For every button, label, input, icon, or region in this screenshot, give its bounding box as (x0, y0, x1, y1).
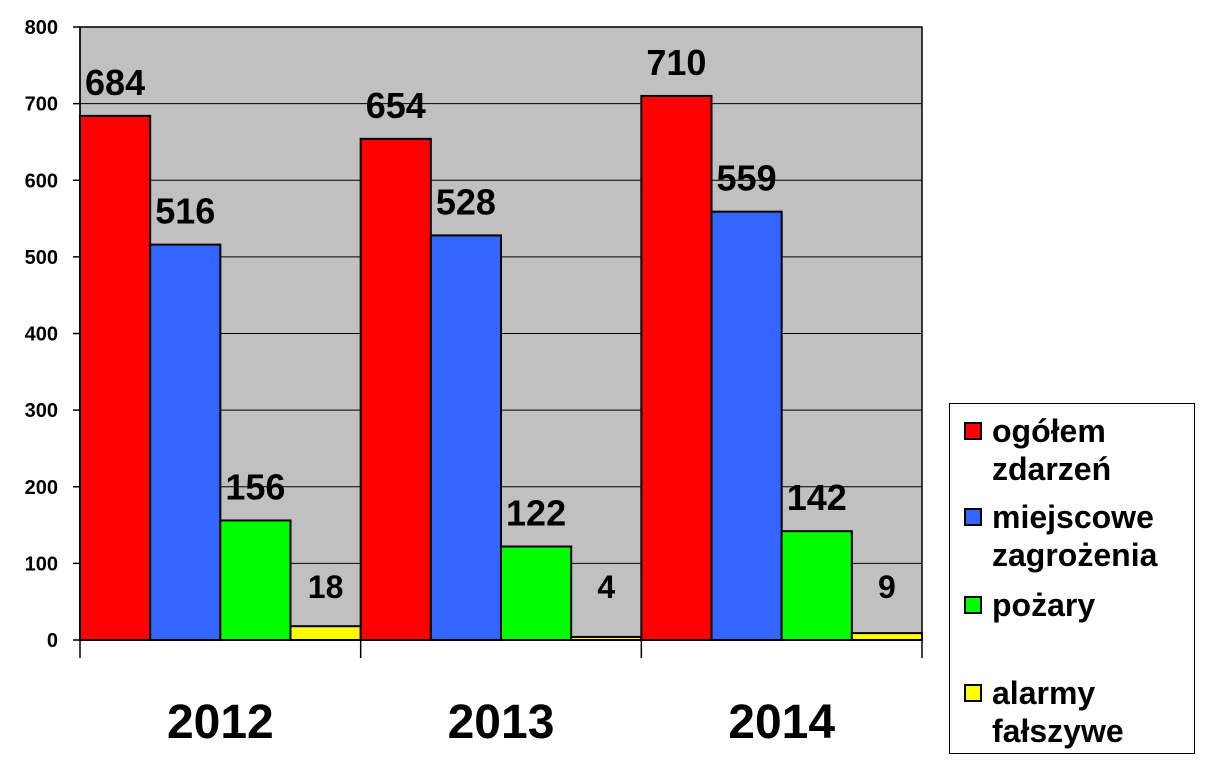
data-label: 142 (787, 477, 847, 518)
legend-item-pozary: pożary (964, 586, 1095, 624)
bar-2013-2 (429, 234, 503, 641)
labels: 684 516 156 18 2012 654 528 122 4 2013 710 559 142 9 2… (85, 42, 896, 749)
bar-2014-2 (710, 210, 783, 641)
legend-label-ogolem-line2: zdarzeń (992, 451, 1112, 487)
legend-swatch-miejscowe (964, 508, 982, 526)
legend-swatch-ogolem (964, 422, 982, 440)
y-tick-label: 400 (25, 324, 58, 346)
data-label: 528 (436, 181, 496, 222)
bar-2014-3 (780, 530, 853, 642)
bar-2012-3 (219, 519, 292, 642)
data-label: 156 (225, 466, 285, 507)
data-label: 122 (506, 493, 566, 534)
bar-2013-1 (359, 137, 432, 641)
bar-2014-1 (640, 94, 713, 641)
legend-item-ogolem: ogółem zdarzeń (964, 412, 1111, 488)
y-tick-label: 0 (47, 630, 58, 652)
axes: 0 100 200 300 400 500 600 700 800 (25, 17, 923, 658)
data-label: 559 (717, 158, 777, 199)
legend-label-miejscowe-line2: zagrożenia (992, 537, 1158, 573)
x-category-label-2014: 2014 (728, 696, 835, 749)
legend-label-ogolem-line1: ogółem (992, 413, 1106, 449)
legend-item-alarmy: alarmy fałszywe (964, 674, 1124, 750)
legend-label-miejscowe-line1: miejscowe (992, 499, 1154, 535)
data-label: 684 (85, 62, 145, 103)
bar-2012-4 (289, 625, 362, 642)
legend-item-miejscowe: miejscowe zagrożenia (964, 498, 1157, 574)
x-category-label-2013: 2013 (448, 696, 555, 749)
legend-swatch-pozary (964, 596, 982, 614)
legend-label-pozary-line1: pożary (992, 587, 1096, 623)
y-tick-label: 500 (25, 247, 58, 269)
legend-swatch-alarmy (964, 684, 982, 702)
legend-label-alarmy-line1: alarmy (992, 675, 1096, 711)
y-tick-label: 800 (25, 17, 58, 39)
y-tick-label: 100 (25, 553, 58, 575)
data-label: 710 (646, 42, 706, 83)
bar-2012-2 (149, 243, 222, 642)
y-tick-label: 200 (25, 477, 58, 499)
y-tick-label: 300 (25, 400, 58, 422)
legend-label-alarmy-line2: fałszywe (992, 713, 1124, 749)
data-label: 9 (878, 569, 896, 605)
bar-2014-4 (850, 632, 923, 642)
bar-2012-1 (79, 114, 152, 641)
data-label: 18 (308, 569, 344, 605)
y-tick-label: 600 (25, 170, 58, 192)
y-tick-label: 700 (25, 94, 58, 116)
data-label: 4 (597, 569, 615, 605)
bars (79, 94, 923, 642)
legend: ogółem zdarzeń miejscowe zagrożenia poża… (949, 403, 1195, 754)
x-category-label-2012: 2012 (167, 696, 274, 749)
data-label: 654 (366, 85, 426, 126)
data-label: 516 (155, 191, 215, 232)
bar-2013-3 (500, 545, 573, 642)
